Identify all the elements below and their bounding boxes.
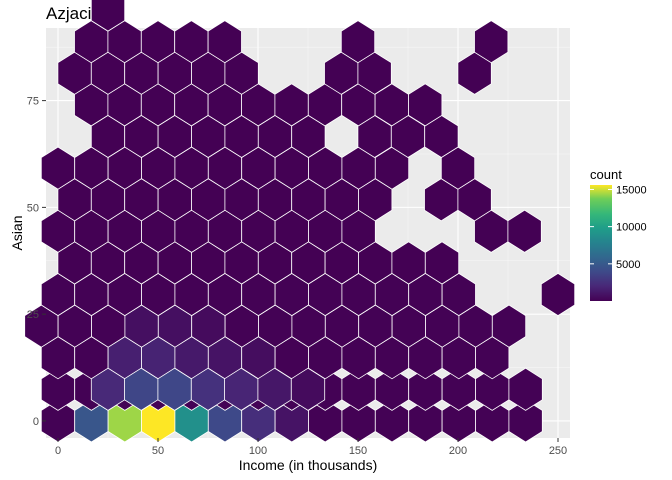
x-axis: 0 50 100 150 200 250 [55, 438, 567, 457]
hexbin-cell [207, 20, 242, 64]
x-tick-label: 50 [152, 445, 164, 457]
hexbin-cell [540, 272, 576, 317]
x-tick-label: 100 [249, 445, 267, 457]
y-tick-label: 75 [27, 96, 39, 108]
hexbin-cell [424, 241, 460, 285]
hexbin-cells [24, 0, 576, 443]
hexbin-cell [507, 209, 542, 253]
y-tick-label: 50 [27, 202, 39, 214]
color-legend: count 5000 10000 15000 [590, 167, 647, 301]
x-tick-label: 250 [549, 445, 567, 457]
y-tick-label: 0 [33, 416, 39, 428]
hexbin-cell [491, 304, 527, 348]
y-tick-label: 25 [27, 309, 39, 321]
hexbin-cell [474, 20, 509, 64]
legend-title: count [590, 167, 622, 182]
hexbin-cell [340, 20, 376, 64]
legend-tick-label: 10000 [616, 222, 647, 234]
x-tick-label: 150 [349, 445, 367, 457]
hexbin-cell [290, 367, 326, 411]
legend-colorbar [590, 185, 612, 301]
hexbin-cell [408, 83, 443, 127]
x-tick-label: 0 [55, 445, 61, 457]
hexbin-cell [508, 399, 543, 443]
x-axis-title: Income (in thousands) [239, 457, 378, 473]
legend-tick-label: 15000 [616, 184, 647, 196]
y-axis: 0 25 50 75 [27, 96, 46, 428]
chart-title: Azjaci [46, 4, 91, 23]
y-axis-title: Asian [9, 215, 25, 250]
hexbin-cell [90, 0, 126, 32]
hexbin-cell [508, 367, 543, 411]
x-tick-label: 200 [449, 445, 467, 457]
legend-tick-label: 5000 [616, 259, 640, 271]
